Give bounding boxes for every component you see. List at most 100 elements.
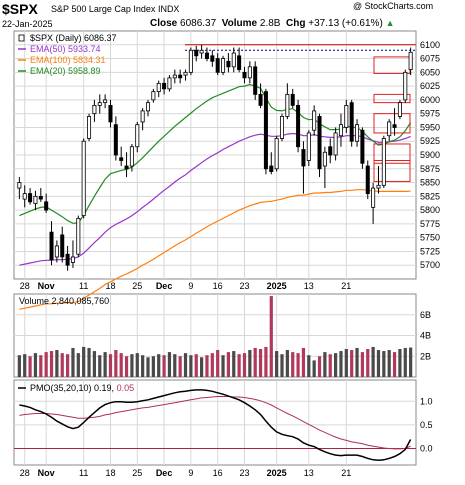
change-value: +37.13 (+0.61%) <box>308 18 383 29</box>
volume-bar <box>339 351 343 377</box>
volume-legend-label: Volume 2,840,085,760 <box>19 296 109 306</box>
price-tick-label: 5800 <box>420 205 440 215</box>
candle-body <box>97 102 102 106</box>
price-tick-label: 6075 <box>420 54 440 64</box>
candle-body <box>381 138 386 186</box>
candle-body <box>151 91 156 101</box>
candle-body <box>215 58 220 73</box>
candle-body <box>403 71 408 101</box>
annotation-box <box>373 160 411 182</box>
candle-body <box>54 245 59 258</box>
volume-bar <box>108 354 113 377</box>
candle-body <box>70 256 75 263</box>
price-tick-label: 6050 <box>420 67 440 77</box>
price-tick-label: 5950 <box>420 122 440 132</box>
candle-body <box>290 93 295 106</box>
volume-bar <box>173 354 177 377</box>
candle-body <box>242 71 247 79</box>
candle-body <box>312 110 317 131</box>
index-name: S&P 500 Large Cap Index <box>51 4 156 14</box>
volume-bar <box>366 348 370 377</box>
price-tick-label: 5700 <box>420 260 440 270</box>
volume-tick-label: 4B <box>420 331 431 341</box>
x-tick-label-bottom: Dec <box>156 468 173 478</box>
volume-bar <box>242 353 247 377</box>
up-arrow-icon: ▲ <box>385 18 395 28</box>
price-tick-label: 5925 <box>420 136 440 146</box>
candle-body <box>17 182 22 189</box>
pmo-legend-signal-value: 0.05 <box>117 383 135 393</box>
candle-body <box>145 102 151 112</box>
candle-body <box>338 124 343 137</box>
x-tick-label: 25 <box>132 281 142 291</box>
volume-bar <box>216 350 220 377</box>
candle-body <box>140 110 145 123</box>
volume-bar <box>162 355 166 377</box>
legend-label: $SPX (Daily) 6086.37 <box>30 33 117 43</box>
volume-bar <box>301 347 306 377</box>
candle-body <box>279 116 285 139</box>
candle-body <box>129 146 134 167</box>
candle-body <box>119 157 124 161</box>
volume-bar <box>205 355 209 377</box>
candle-body <box>28 193 33 203</box>
candle-body <box>49 231 54 261</box>
x-tick-label-bottom: 11 <box>79 468 88 478</box>
volume-bar <box>157 354 161 377</box>
price-tick-label: 5850 <box>420 178 440 188</box>
chart-date: 22-Jan-2025 <box>2 19 53 29</box>
volume-bar <box>269 296 273 377</box>
volume-bar <box>317 356 322 377</box>
ema50-line <box>19 132 411 266</box>
volume-bar <box>350 350 354 377</box>
volume-bar <box>92 351 97 377</box>
volume-bar <box>49 351 54 377</box>
volume-bar <box>409 347 413 377</box>
candle-body <box>81 140 86 217</box>
x-tick-label-bottom: 13 <box>304 468 314 478</box>
volume-bar <box>23 354 27 377</box>
volume-bar <box>17 355 21 377</box>
x-tick-label-bottom: Nov <box>38 468 55 478</box>
ema100-line <box>19 189 411 310</box>
pmo-tick-label: 0.0 <box>420 443 433 453</box>
candle-body <box>376 184 381 189</box>
volume-bar <box>141 355 145 377</box>
volume-bar <box>114 350 118 377</box>
volume-bar <box>98 355 102 377</box>
volume-bar <box>237 354 241 377</box>
candle-body <box>387 121 392 137</box>
volume-bar <box>189 355 193 377</box>
volume-bar <box>210 353 214 377</box>
quote-summary: Close 6086.37 Volume 2.8B Chg +37.13 (+0… <box>150 18 394 29</box>
candle-body <box>194 49 199 57</box>
volume-bar <box>55 350 59 377</box>
candle-body <box>333 132 338 156</box>
price-tick-label: 6100 <box>420 40 440 50</box>
candle-body <box>253 66 258 95</box>
volume-bar <box>371 346 375 377</box>
candle-body <box>296 105 301 148</box>
volume-bar <box>333 353 338 377</box>
volume-bar <box>39 355 43 377</box>
x-tick-label: 16 <box>213 281 223 291</box>
pmo-line <box>19 389 412 462</box>
volume-bar <box>119 353 123 377</box>
volume-bar <box>328 354 332 377</box>
candle-body <box>360 129 365 164</box>
candle-body <box>199 49 204 54</box>
volume-bar <box>194 354 198 377</box>
volume-tick-label: 6B <box>420 310 431 320</box>
volume-bar <box>291 352 295 377</box>
volume-bar <box>323 352 327 377</box>
volume-bar <box>76 353 80 377</box>
price-tick-label: 5750 <box>420 233 440 243</box>
volume-value: 2.8B <box>259 18 281 29</box>
x-tick-label: 9 <box>188 281 193 291</box>
candle-body <box>274 138 279 170</box>
pmo-legend-name: PMO(35,20,10) <box>30 383 94 393</box>
price-tick-label: 5825 <box>420 191 440 201</box>
annotation-box <box>373 113 411 134</box>
candle-body <box>258 93 263 106</box>
